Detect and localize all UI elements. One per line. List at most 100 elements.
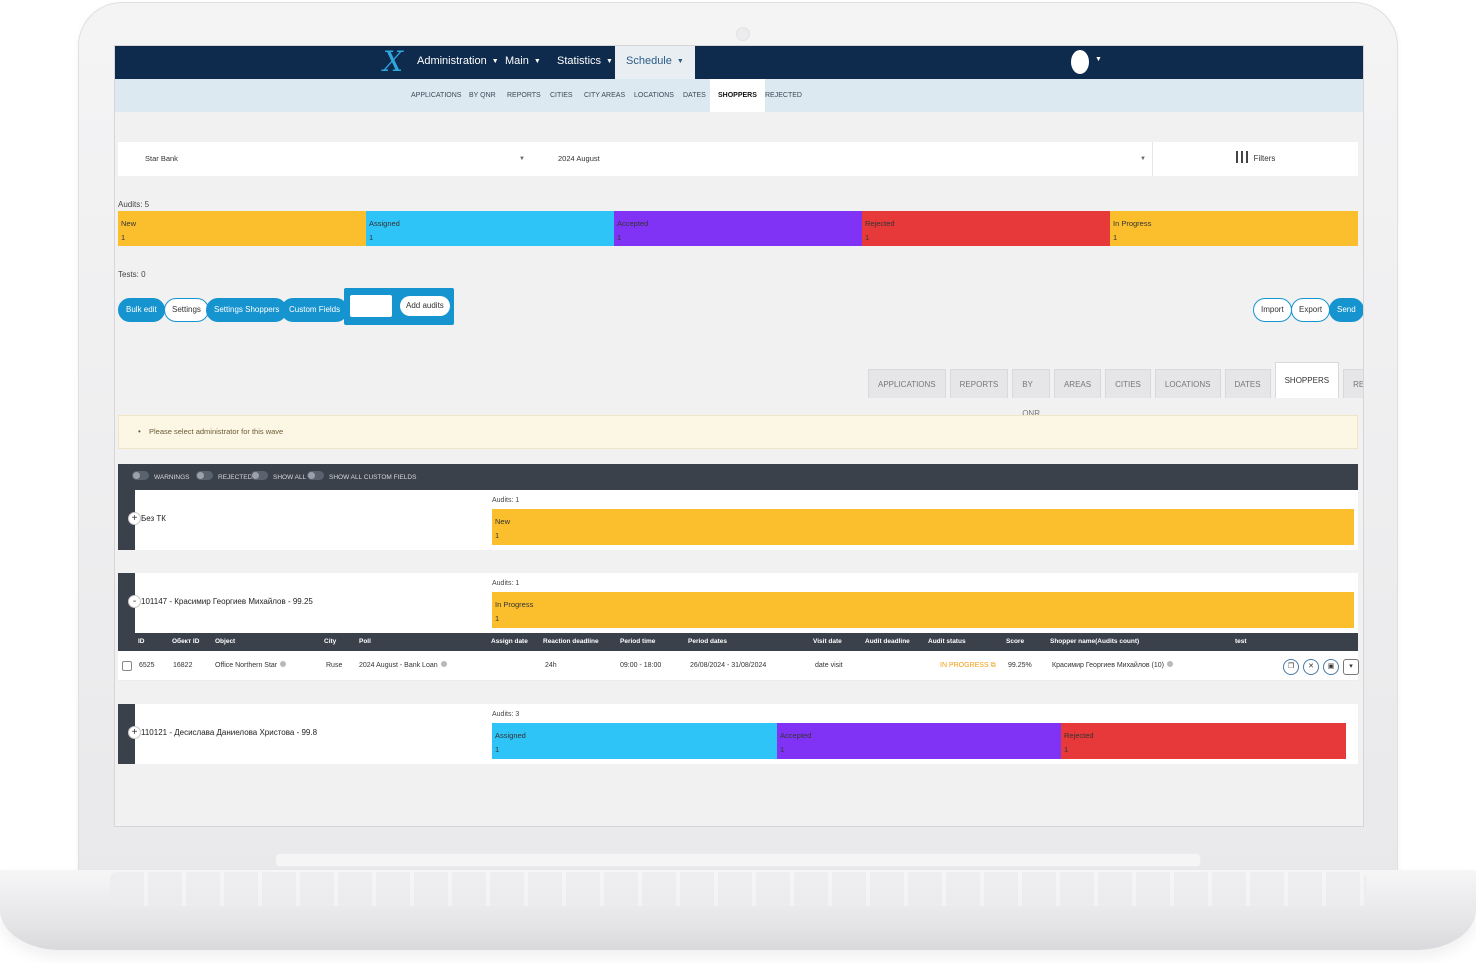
info-icon[interactable] [1167,661,1173,667]
subnav-city-areas[interactable]: CITY AREAS [584,92,626,99]
wave-select[interactable]: 2024 August ▼ [558,142,1146,176]
column-header[interactable]: test [1235,638,1247,645]
subnav-applications[interactable]: APPLICATIONS [411,92,462,99]
info-icon[interactable] [280,661,287,667]
status-segment-assigned[interactable]: Assigned 1 [492,723,777,759]
toggle-bar: WARNINGS REJECTED SHOW ALL SHOW ALL CUST… [118,464,1358,490]
add-audits-box: Add audits [344,288,454,325]
cell-visit-date[interactable]: date visit [815,662,843,669]
column-header[interactable]: Period time [620,638,656,645]
subnav-reports[interactable]: REPORTS [507,92,541,99]
client-select[interactable]: Star Bank ▼ [145,142,525,176]
tab-by-qnr[interactable]: BY QNR [1012,369,1050,418]
group-name[interactable]: 110121 - Десислава Даниелова Христова - … [141,728,318,737]
expand-icon[interactable]: + [128,726,141,739]
column-header[interactable]: City [324,638,337,645]
table-row[interactable]: 6525 16822 Office Northern Star Ruse 202… [118,651,1359,681]
column-header[interactable]: ID [138,638,145,645]
row-checkbox[interactable] [122,661,132,671]
chevron-down-icon[interactable]: ▼ [1095,56,1102,63]
keyboard [110,872,1366,906]
filter-bar: Star Bank ▼ 2024 August ▼ Filters [118,142,1358,176]
expand-icon[interactable]: ▾ [1343,659,1359,675]
toggle-switch-icon [132,471,149,480]
subnav-shoppers[interactable]: SHOPPERS [710,79,765,112]
toggle-switch-icon [196,471,213,480]
status-segment-assigned[interactable]: Assigned 1 [366,211,614,246]
settings-shoppers-button[interactable]: Settings Shoppers [206,298,288,322]
nav-schedule[interactable]: Schedule ▼ [615,46,695,79]
tab-locations[interactable]: LOCATIONS [1154,369,1221,398]
save-icon[interactable]: ▣ [1323,659,1339,675]
toggle-show-all-custom-fields[interactable]: SHOW ALL CUSTOM FIELDS [307,471,416,483]
import-button[interactable]: Import [1253,298,1292,322]
add-audits-button[interactable]: Add audits [400,296,450,316]
nav-administration[interactable]: Administration ▼ [417,55,499,67]
column-header[interactable]: Period dates [688,638,728,645]
subnav-by-qnr[interactable]: BY QNR [469,92,496,99]
bulk-edit-button[interactable]: Bulk edit [118,298,165,322]
cell-period-dates: 26/08/2024 - 31/08/2024 [690,662,767,669]
tab-dates[interactable]: DATES [1224,369,1271,398]
status-segment-accepted[interactable]: Accepted 1 [614,211,862,246]
column-header[interactable]: Score [1006,638,1025,645]
collapse-icon[interactable]: - [128,595,141,608]
tab-areas[interactable]: AREAS [1053,369,1102,398]
tab-shoppers[interactable]: SHOPPERS [1274,362,1340,398]
external-link-icon[interactable]: ⧉ [990,662,996,669]
custom-fields-button[interactable]: Custom Fields [281,298,349,322]
tab-reports[interactable]: REPORTS [949,369,1009,398]
status-segment-rejected[interactable]: Rejected 1 [1061,723,1346,759]
toggle-show-all[interactable]: SHOW ALL [251,471,306,483]
group-status-bar: In Progress 1 [492,592,1354,628]
column-header[interactable]: Visit date [813,638,842,645]
subnav-rejected[interactable]: REJECTED [765,92,802,99]
subnav-dates[interactable]: DATES [683,92,706,99]
column-header[interactable]: Object [215,638,236,645]
column-header[interactable]: Reaction deadline [543,638,599,645]
group-name[interactable]: 101147 - Красимир Георгиев Михайлов - 99… [141,597,313,606]
laptop-hinge [275,853,1201,867]
status-segment-accepted[interactable]: Accepted 1 [777,723,1061,759]
status-segment-new[interactable]: New 1 [118,211,366,246]
send-button[interactable]: Send [1329,298,1363,322]
subnav-cities[interactable]: CITIES [550,92,573,99]
app-logo[interactable]: X [383,45,403,78]
tab-applications[interactable]: APPLICATIONS [868,369,946,398]
audits-quantity-input[interactable] [350,295,392,317]
nav-statistics[interactable]: Statistics ▼ [557,55,613,67]
cell-object[interactable]: Office Northern Star [215,651,287,681]
close-icon[interactable]: ✕ [1303,659,1319,675]
column-header[interactable]: Poll [359,638,371,645]
toggle-warnings[interactable]: WARNINGS [132,471,190,483]
app-screen: X Administration ▼ Main ▼ Statistics ▼ Sche… [114,45,1364,827]
toggle-rejected[interactable]: REJECTED [196,471,252,483]
group-name[interactable]: Без ТК [141,514,166,523]
filters-button[interactable]: Filters [1152,142,1358,176]
user-avatar[interactable] [1071,50,1089,74]
export-button[interactable]: Export [1291,298,1331,322]
cell-audit-status[interactable]: IN PROGRESS ⧉ [940,662,996,669]
status-segment-rejected[interactable]: Rejected 1 [862,211,1110,246]
subnav-locations[interactable]: LOCATIONS [634,92,674,99]
cell-shopper[interactable]: Красимир Георгиев Михайлов (10) [1052,651,1173,681]
status-segment-in-progress[interactable]: In Progress 1 [1110,211,1358,246]
toggle-switch-icon [307,471,324,480]
column-header[interactable]: Assign date [491,638,528,645]
column-header[interactable]: Обект ID [172,638,200,645]
nav-main[interactable]: Main ▼ [505,55,541,67]
column-header[interactable]: Audit status [928,638,966,645]
status-segment-new[interactable]: New 1 [492,509,1354,545]
tab-rejected[interactable]: REJECTED [1343,369,1363,398]
column-header[interactable]: Shopper name(Audits count) [1050,638,1140,645]
settings-button[interactable]: Settings [164,298,209,322]
copy-icon[interactable]: ❐ [1283,659,1299,675]
column-header[interactable]: Audit deadline [865,638,910,645]
status-segment-in-progress[interactable]: In Progress 1 [492,592,1354,628]
cell-poll[interactable]: 2024 August - Bank Loan [359,651,447,681]
tab-cities[interactable]: CITIES [1105,369,1151,398]
expand-icon[interactable]: + [128,512,141,525]
info-icon[interactable] [440,661,447,667]
group-side-bar [118,573,135,633]
chevron-down-icon: ▼ [606,58,613,65]
